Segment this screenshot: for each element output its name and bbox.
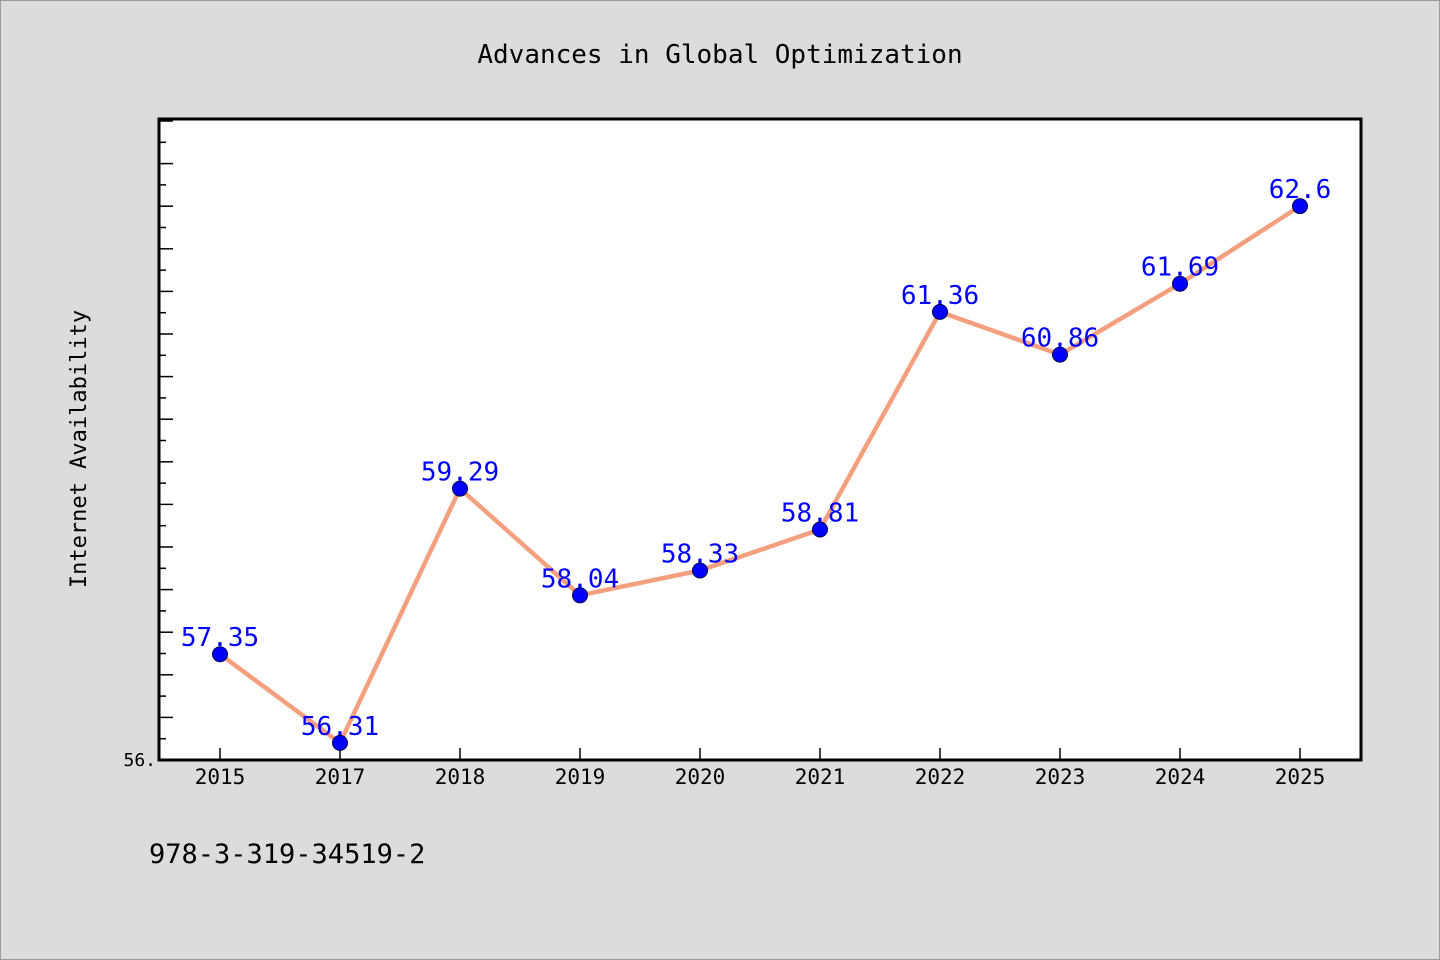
data-label: 58.81 <box>781 499 859 529</box>
data-point <box>1172 275 1188 292</box>
x-tick-label: 2015 <box>195 765 246 789</box>
data-point <box>812 521 828 538</box>
data-point <box>332 734 348 751</box>
x-tick-label: 2024 <box>1155 765 1206 789</box>
data-label: 58.33 <box>661 540 739 570</box>
y-tick-label-group: 56. <box>123 750 156 771</box>
isbn-footer: 978-3-319-34519-2 <box>149 839 425 870</box>
y-axis-label: Internet Availability <box>67 310 92 588</box>
y-axis-ticks <box>159 120 173 761</box>
x-tick-label: 2019 <box>555 765 606 789</box>
data-point <box>932 303 948 320</box>
data-label: 61.69 <box>1141 253 1219 283</box>
data-point <box>1052 346 1068 363</box>
data-label-group: 57.35 56.31 59.29 58.04 58.33 58.81 61.36 60.86… <box>181 175 1331 742</box>
data-label: 59.29 <box>421 458 499 488</box>
data-point <box>572 587 588 604</box>
data-label: 60.86 <box>1021 324 1099 354</box>
data-label: 61.36 <box>901 281 979 311</box>
x-tick-label: 2018 <box>435 765 486 789</box>
x-tick-label: 2022 <box>915 765 966 789</box>
x-tick-label: 2025 <box>1275 765 1326 789</box>
data-label: 58.04 <box>541 564 619 594</box>
x-tick-label: 2020 <box>675 765 726 789</box>
data-point <box>452 480 468 497</box>
series-line <box>217 203 1303 746</box>
y-tick-label: 56. <box>123 750 156 771</box>
data-label: 56.31 <box>301 712 379 742</box>
data-point <box>1292 198 1308 215</box>
x-tick-label: 2023 <box>1035 765 1086 789</box>
data-label: 57.35 <box>181 623 259 653</box>
plot-area <box>157 117 1363 762</box>
x-tick-label: 2017 <box>315 765 366 789</box>
x-axis-ticks: 2015 2017 2018 2019 2020 2021 2022 2023 2024 2025 <box>195 748 1326 789</box>
data-label: 62.6 <box>1269 175 1332 205</box>
series-group <box>212 198 1308 751</box>
x-tick-label: 2021 <box>795 765 846 789</box>
data-point <box>692 562 708 579</box>
data-point <box>212 646 228 663</box>
chart-title: Advances in Global Optimization <box>477 40 962 70</box>
